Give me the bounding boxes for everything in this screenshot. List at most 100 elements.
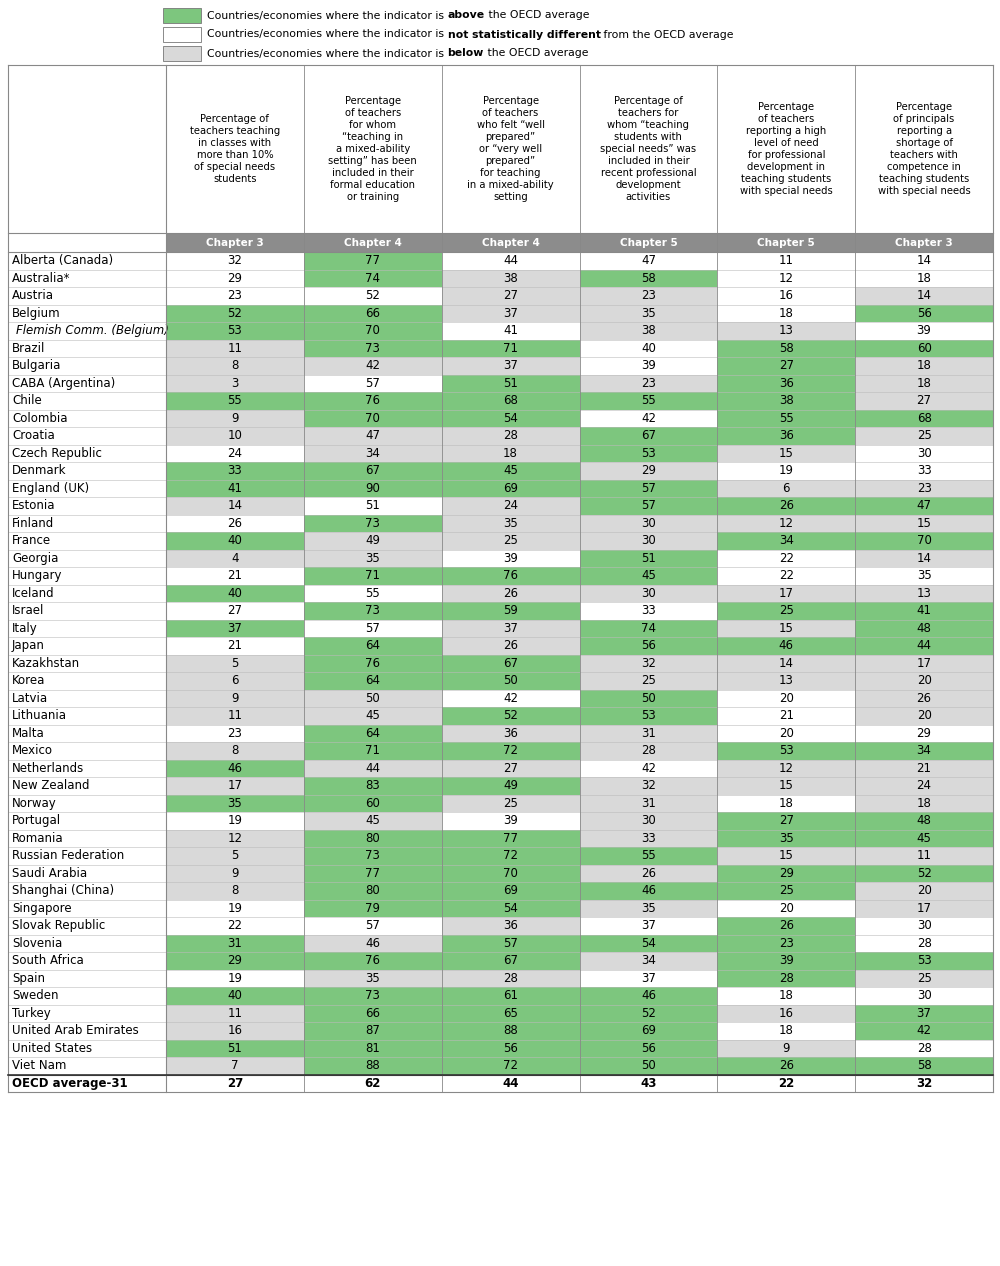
Bar bbox=[442, 952, 580, 970]
Bar bbox=[166, 619, 304, 637]
Bar bbox=[717, 706, 855, 724]
Bar bbox=[855, 865, 993, 882]
Text: 20: 20 bbox=[917, 884, 932, 898]
Bar bbox=[304, 742, 442, 760]
Bar bbox=[717, 585, 855, 603]
Bar bbox=[166, 1039, 304, 1057]
Bar bbox=[166, 952, 304, 970]
Text: 25: 25 bbox=[641, 675, 656, 687]
Bar bbox=[8, 619, 166, 637]
Bar bbox=[8, 305, 166, 322]
Text: 7: 7 bbox=[231, 1060, 239, 1072]
Text: 88: 88 bbox=[365, 1060, 380, 1072]
Bar bbox=[166, 987, 304, 1004]
Bar bbox=[8, 812, 166, 829]
Text: 73: 73 bbox=[365, 517, 380, 529]
Text: 52: 52 bbox=[227, 306, 242, 320]
Bar bbox=[442, 480, 580, 498]
Text: 16: 16 bbox=[779, 1006, 794, 1019]
Text: 12: 12 bbox=[779, 762, 794, 775]
Bar bbox=[166, 655, 304, 672]
Bar bbox=[580, 322, 717, 339]
Bar bbox=[304, 567, 442, 585]
Text: 49: 49 bbox=[503, 780, 518, 793]
Text: 15: 15 bbox=[779, 849, 794, 862]
Text: Percentage of
teachers teaching
in classes with
more than 10%
of special needs
s: Percentage of teachers teaching in class… bbox=[190, 114, 280, 184]
Bar bbox=[304, 987, 442, 1004]
Bar bbox=[304, 637, 442, 655]
Bar bbox=[8, 706, 166, 724]
Bar bbox=[855, 917, 993, 934]
Text: 19: 19 bbox=[227, 972, 242, 985]
Text: 71: 71 bbox=[365, 570, 380, 582]
Text: 8: 8 bbox=[231, 884, 239, 898]
Bar bbox=[442, 305, 580, 322]
Text: 37: 37 bbox=[641, 972, 656, 985]
Bar bbox=[166, 498, 304, 514]
Bar bbox=[717, 777, 855, 795]
Text: 71: 71 bbox=[365, 744, 380, 757]
Text: Latvia: Latvia bbox=[12, 691, 48, 705]
Text: 30: 30 bbox=[641, 814, 656, 827]
Text: 39: 39 bbox=[641, 360, 656, 372]
Text: South Africa: South Africa bbox=[12, 955, 84, 967]
Bar bbox=[442, 567, 580, 585]
Text: 53: 53 bbox=[779, 744, 794, 757]
Text: 64: 64 bbox=[365, 675, 380, 687]
Text: 30: 30 bbox=[641, 586, 656, 600]
Text: 50: 50 bbox=[503, 675, 518, 687]
Bar bbox=[304, 706, 442, 724]
Text: 20: 20 bbox=[779, 727, 794, 739]
Bar bbox=[304, 270, 442, 287]
Bar bbox=[166, 1022, 304, 1039]
Bar bbox=[304, 287, 442, 305]
Text: 39: 39 bbox=[779, 955, 794, 967]
Bar bbox=[580, 549, 717, 567]
Bar bbox=[717, 619, 855, 637]
Bar bbox=[442, 917, 580, 934]
Text: 13: 13 bbox=[779, 324, 794, 337]
Text: 23: 23 bbox=[641, 289, 656, 303]
Text: Chapter 3: Chapter 3 bbox=[206, 238, 264, 247]
Bar bbox=[855, 357, 993, 375]
Bar bbox=[304, 900, 442, 917]
Text: Korea: Korea bbox=[12, 675, 45, 687]
Bar bbox=[166, 847, 304, 865]
Bar bbox=[304, 619, 442, 637]
Bar bbox=[855, 549, 993, 567]
Text: 11: 11 bbox=[917, 849, 932, 862]
Text: 36: 36 bbox=[503, 919, 518, 932]
Text: 31: 31 bbox=[641, 727, 656, 739]
Text: 25: 25 bbox=[779, 884, 794, 898]
Bar bbox=[304, 322, 442, 339]
Bar bbox=[304, 532, 442, 549]
Bar bbox=[304, 1039, 442, 1057]
Text: 73: 73 bbox=[365, 604, 380, 618]
Text: 28: 28 bbox=[503, 972, 518, 985]
Bar bbox=[166, 917, 304, 934]
Bar bbox=[442, 795, 580, 812]
Bar bbox=[166, 322, 304, 339]
Text: 57: 57 bbox=[365, 622, 380, 634]
Text: 24: 24 bbox=[503, 499, 518, 513]
Bar bbox=[855, 900, 993, 917]
Bar bbox=[442, 970, 580, 987]
Text: Czech Republic: Czech Republic bbox=[12, 447, 102, 460]
Bar bbox=[855, 305, 993, 322]
Text: 15: 15 bbox=[779, 622, 794, 634]
Bar bbox=[717, 934, 855, 952]
Bar bbox=[580, 970, 717, 987]
Text: 55: 55 bbox=[641, 849, 656, 862]
Bar bbox=[855, 882, 993, 900]
Text: 14: 14 bbox=[227, 499, 242, 513]
Bar bbox=[855, 1057, 993, 1075]
Bar bbox=[855, 567, 993, 585]
Bar bbox=[8, 375, 166, 392]
Text: 61: 61 bbox=[503, 989, 518, 1003]
Text: 35: 35 bbox=[228, 796, 242, 810]
Bar bbox=[166, 724, 304, 742]
Bar bbox=[304, 252, 442, 270]
Text: 70: 70 bbox=[917, 534, 932, 547]
Bar bbox=[855, 462, 993, 480]
Text: 30: 30 bbox=[917, 989, 931, 1003]
